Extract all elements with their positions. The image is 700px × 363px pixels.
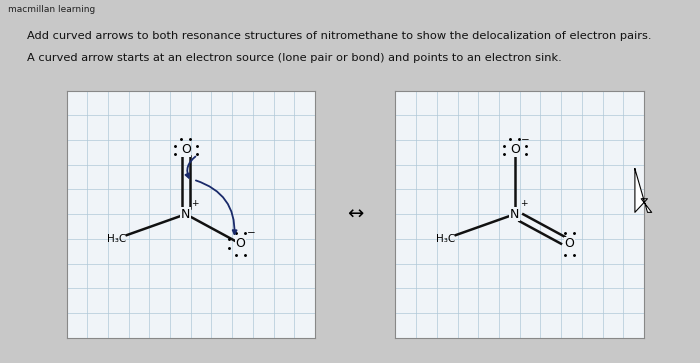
Text: A curved arrow starts at an electron source (lone pair or bond) and points to an: A curved arrow starts at an electron sou… [27,53,561,63]
Text: −: − [521,135,530,144]
Text: ↔: ↔ [347,205,363,224]
Text: −: − [246,228,256,238]
Text: H₃C: H₃C [435,234,455,244]
Text: N: N [181,208,190,221]
Text: +: + [521,199,528,208]
FancyArrowPatch shape [186,156,195,178]
Text: N: N [510,208,519,221]
Text: H₃C: H₃C [106,234,126,244]
Text: macmillan learning: macmillan learning [8,5,96,15]
Text: O: O [510,143,519,156]
Text: O: O [235,237,246,250]
FancyArrowPatch shape [196,180,237,234]
Polygon shape [635,169,652,212]
Text: Add curved arrows to both resonance structures of nitromethane to show the deloc: Add curved arrows to both resonance stru… [27,31,651,41]
Text: +: + [192,199,199,208]
Text: O: O [181,143,190,156]
Text: O: O [564,237,575,250]
